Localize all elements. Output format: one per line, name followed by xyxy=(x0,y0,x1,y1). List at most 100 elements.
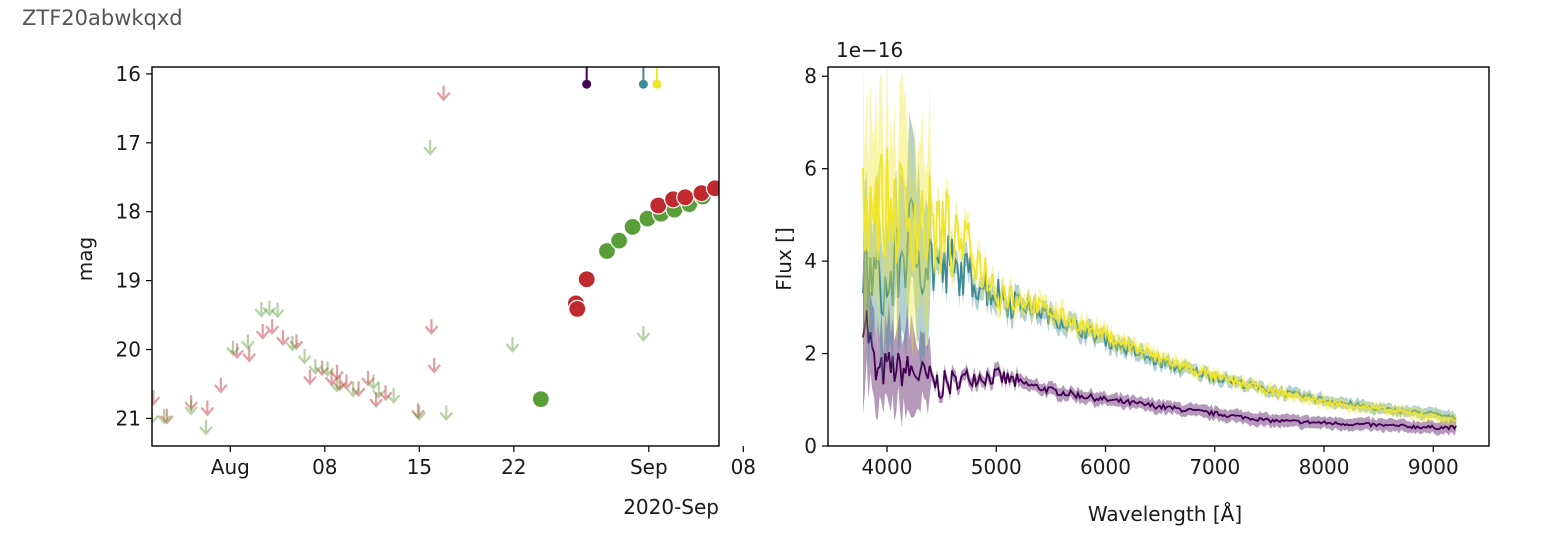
upper-limit-marker-g xyxy=(184,399,198,416)
upper-limit-head xyxy=(361,377,375,387)
upper-limit-marker-g xyxy=(330,377,344,393)
upper-limit-marker-r xyxy=(303,369,317,386)
upper-limit-head xyxy=(424,325,439,335)
upper-limit-head xyxy=(423,146,437,156)
upper-limit-marker-g xyxy=(636,326,651,342)
upper-limit-head xyxy=(315,366,329,377)
upper-limit-head xyxy=(199,426,213,436)
upper-limit-head xyxy=(303,375,317,386)
upper-limit-head xyxy=(636,332,651,342)
spectra-x-ticks: 4000 5000 6000 7000 8000 9000 xyxy=(862,446,1459,479)
spectra-x-label: Wavelength [Å] xyxy=(1088,502,1242,526)
detection-point-g xyxy=(531,390,550,409)
upper-limit-head xyxy=(152,396,161,406)
upper-limit-marker-r xyxy=(255,324,270,340)
upper-limit-marker-r xyxy=(436,85,451,102)
upper-limit-marker-g xyxy=(412,405,427,422)
detection-point-g xyxy=(623,217,642,236)
y-tick-label: 8 xyxy=(804,64,817,88)
upper-limit-marker-g xyxy=(297,348,312,365)
upper-limit-head xyxy=(332,382,347,392)
upper-limit-marker-g xyxy=(423,140,437,156)
spectra-data xyxy=(862,67,1457,436)
spectrum-epoch-dot xyxy=(582,79,592,89)
detection-point-g xyxy=(609,231,629,250)
upper-limit-marker-r xyxy=(361,370,375,387)
upper-limit-marker-g xyxy=(371,383,386,400)
detection-point-r xyxy=(568,299,587,318)
upper-limit-marker-g xyxy=(157,408,171,425)
upper-limit-head xyxy=(351,387,366,397)
upper-limit-marker-r xyxy=(315,360,329,377)
spectra-y-ticks: 0 2 4 6 8 xyxy=(804,64,828,458)
spectra-y-label: Flux [] xyxy=(772,227,796,291)
spectrum-epoch-dot xyxy=(652,79,662,89)
upper-limit-marker-r xyxy=(378,385,393,402)
upper-limit-head xyxy=(366,380,381,391)
upper-limit-head xyxy=(270,308,285,319)
upper-limit-head xyxy=(255,330,270,340)
y-tick-label: 16 xyxy=(116,62,141,86)
upper-limit-marker-g xyxy=(439,405,454,422)
detection-point-g xyxy=(597,241,617,261)
upper-limit-head xyxy=(369,398,383,408)
lightcurve-y-ticks: 16 17 18 19 20 21 xyxy=(116,62,152,430)
upper-limit-marker-g xyxy=(308,359,323,375)
upper-limit-head xyxy=(276,336,290,346)
upper-limit-head xyxy=(412,411,427,422)
y-tick-label: 4 xyxy=(804,249,817,273)
upper-limit-head xyxy=(505,343,520,353)
upper-limit-marker-g xyxy=(262,300,277,317)
x-tick-label: Aug xyxy=(211,455,250,479)
x-tick-label: 22 xyxy=(501,455,526,479)
upper-limit-marker-r xyxy=(369,392,383,408)
upper-limit-marker-r xyxy=(424,319,439,335)
x-tick-label: 15 xyxy=(407,455,432,479)
upper-limit-head xyxy=(241,340,255,351)
x-tick-label: 8000 xyxy=(1299,455,1350,479)
upper-limit-head xyxy=(214,384,228,394)
detection-point-r xyxy=(735,172,752,189)
detection-point-r xyxy=(676,188,695,207)
upper-limit-head xyxy=(160,415,174,425)
upper-limit-marker-r xyxy=(339,374,354,391)
upper-limit-head xyxy=(254,308,269,318)
upper-limit-head xyxy=(346,388,360,398)
spectrum-epoch-dot xyxy=(638,79,648,89)
upper-limit-marker-g xyxy=(505,337,520,353)
upper-limit-marker-r xyxy=(332,375,347,392)
x-tick-label: Sep xyxy=(630,455,668,479)
upper-limit-marker-r xyxy=(324,370,339,386)
upper-limit-marker-r xyxy=(214,377,228,394)
upper-limit-head xyxy=(157,415,171,425)
object-title: ZTF20abwkqxd xyxy=(22,6,183,30)
x-tick-label: 6000 xyxy=(1080,455,1131,479)
upper-limit-marker-g xyxy=(346,381,360,398)
upper-limit-head xyxy=(265,325,279,335)
detection-point-r xyxy=(577,270,596,289)
upper-limit-marker-r xyxy=(276,330,290,346)
y-tick-label: 19 xyxy=(116,269,141,293)
upper-limit-marker-g xyxy=(241,334,255,351)
y-tick-label: 20 xyxy=(116,338,141,362)
upper-limit-head xyxy=(427,364,441,374)
lightcurve-y-label: mag xyxy=(73,237,97,281)
upper-limit-marker-g xyxy=(386,388,401,404)
upper-limit-head xyxy=(320,367,335,377)
upper-limit-head xyxy=(436,91,451,102)
upper-limit-marker-r xyxy=(411,403,425,419)
upper-limit-head xyxy=(330,370,344,381)
y-tick-label: 6 xyxy=(804,157,817,181)
upper-limit-marker-r xyxy=(330,364,344,381)
spectra-panel: 4000 5000 6000 7000 8000 9000 0 2 4 6 8 1e−16 Flu… xyxy=(772,38,1490,526)
upper-limit-head xyxy=(308,365,323,375)
upper-limit-marker-r xyxy=(351,381,366,397)
x-tick-label: 9000 xyxy=(1408,455,1459,479)
upper-limit-marker-r xyxy=(184,395,198,411)
upper-limit-marker-g xyxy=(152,408,159,425)
upper-limit-marker-r xyxy=(289,334,304,351)
upper-limit-head xyxy=(378,391,393,402)
upper-limit-head xyxy=(439,411,454,422)
upper-limit-marker-g xyxy=(254,302,269,318)
